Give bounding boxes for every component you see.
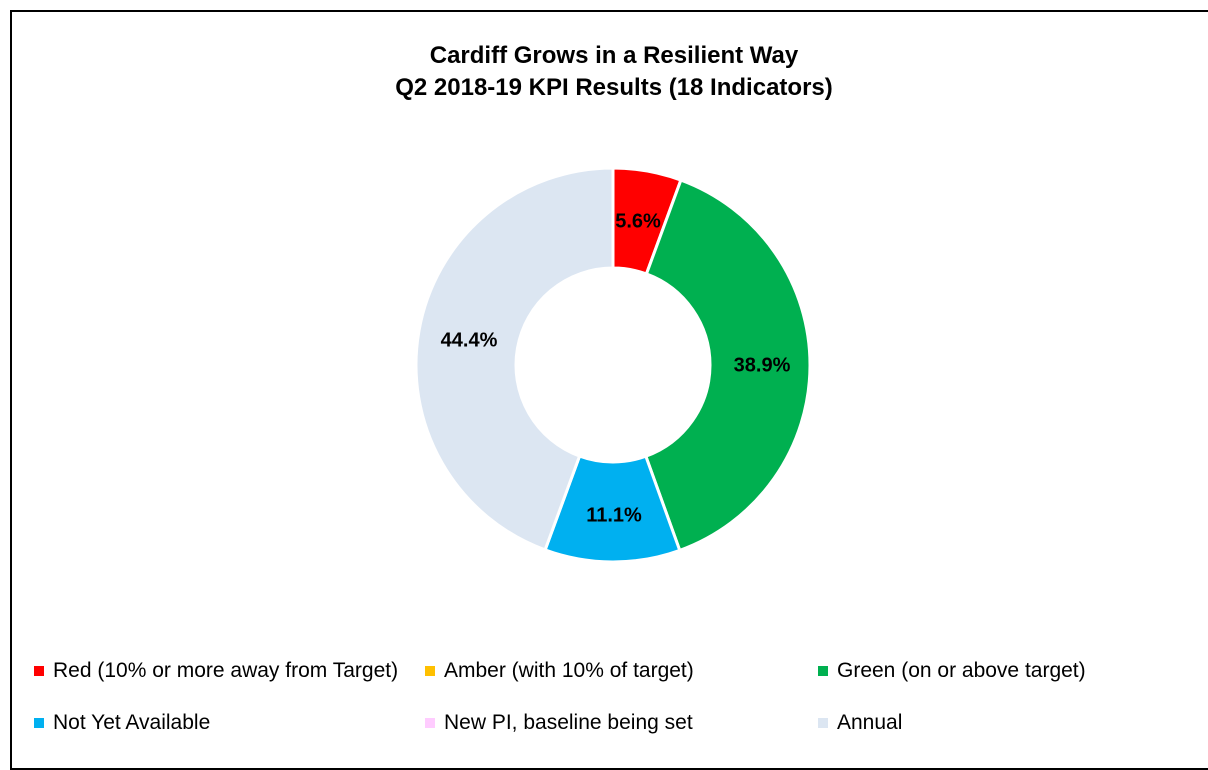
legend-swatch (34, 718, 44, 728)
legend-item-new: New PI, baseline being set (425, 711, 693, 735)
legend-label: Amber (with 10% of target) (444, 659, 694, 682)
legend-item-annual: Annual (818, 711, 902, 735)
chart-title-block: Cardiff Grows in a Resilient Way Q2 2018… (0, 40, 1208, 104)
legend-item-amber: Amber (with 10% of target) (425, 659, 694, 683)
data-label-green: 38.9% (734, 354, 791, 376)
data-label-red: 5.6% (615, 210, 661, 232)
chart-subtitle: Q2 2018-19 KPI Results (18 Indicators) (395, 74, 833, 101)
chart-title: Cardiff Grows in a Resilient Way (429, 42, 799, 69)
legend-swatch (818, 666, 828, 676)
legend-label: New PI, baseline being set (444, 711, 693, 734)
legend-item-green: Green (on or above target) (818, 659, 1086, 683)
data-label-not: 11.1% (586, 504, 642, 526)
legend-label: Red (10% or more away from Target) (53, 659, 399, 682)
data-label-annual: 44.4% (441, 329, 498, 351)
legend-label: Not Yet Available (53, 711, 211, 734)
legend-label: Annual (837, 711, 903, 734)
legend-item-red: Red (10% or more away from Target) (34, 659, 398, 683)
donut-slice-annual (414, 166, 615, 552)
legend-label: Green (on or above target) (837, 659, 1086, 682)
legend-item-not: Not Yet Available (34, 711, 210, 735)
chart-frame (10, 10, 1208, 770)
legend-swatch (818, 718, 828, 728)
legend-swatch (425, 718, 435, 728)
donut-slice-green (643, 178, 812, 553)
legend-swatch (34, 666, 44, 676)
legend-swatch (425, 666, 435, 676)
